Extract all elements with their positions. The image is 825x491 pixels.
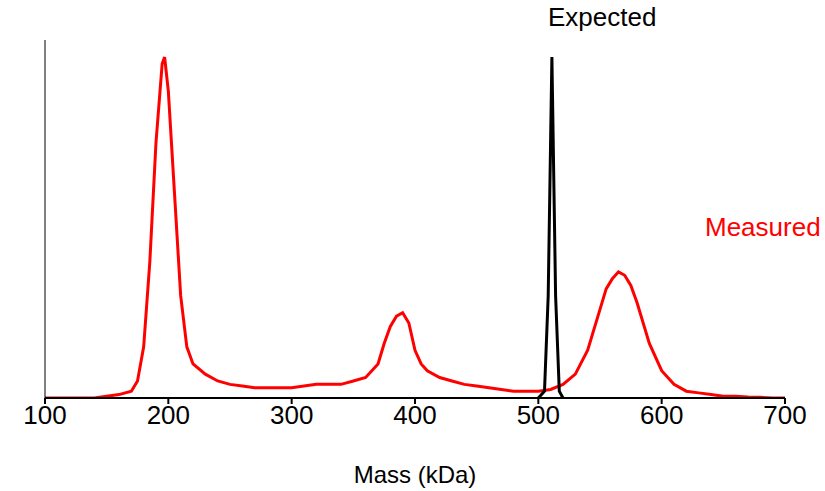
html-text:Measured: Measured (705, 212, 821, 242)
svg-text:400: 400 (393, 400, 436, 430)
svg-text:Mass (kDa): Mass (kDa) (354, 461, 477, 488)
svg-text:500: 500 (517, 400, 560, 430)
svg-text:200: 200 (147, 400, 190, 430)
svg-text:700: 700 (763, 400, 806, 430)
svg-text:600: 600 (640, 400, 683, 430)
html-text:Expected: Expected (548, 2, 657, 32)
svg-text:100: 100 (23, 400, 66, 430)
svg-text:300: 300 (270, 400, 313, 430)
